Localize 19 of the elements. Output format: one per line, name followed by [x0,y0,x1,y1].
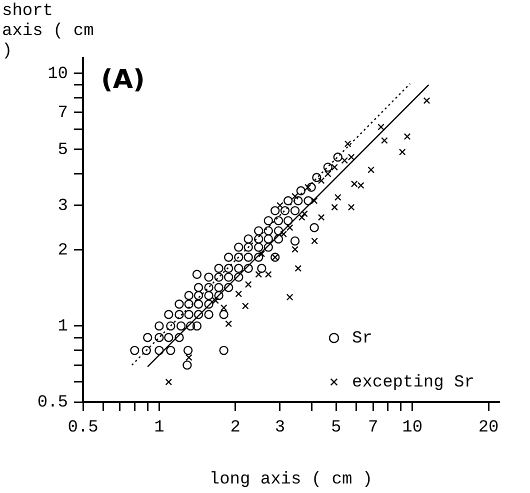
y-tick-label: 0.5 [37,394,68,412]
annotation: (A) [101,64,145,95]
y-tick-label: 7 [58,104,68,123]
y-tick-label: 10 [48,64,68,84]
legend-label: excepting Sr [352,374,474,392]
x-tick-label: 1 [154,418,164,438]
x-tick-label: 3 [274,418,286,438]
x-tick-label: 10 [402,418,423,438]
y-tick-label: 1 [58,317,68,336]
legend-label: Sr [352,330,372,348]
x-tick-label: 5 [331,418,342,438]
y-tick-label: 2 [58,241,68,260]
x-tick-label: 2 [230,418,240,438]
y-tick-label: 3 [58,196,68,216]
y-axis-title: short axis ( cm ) [2,2,95,62]
x-tick-label: 20 [478,418,499,438]
x-tick-label: 7 [368,418,378,438]
y-tick-label: 5 [58,140,68,160]
x-axis-title: long axis ( cm ) [209,470,373,490]
